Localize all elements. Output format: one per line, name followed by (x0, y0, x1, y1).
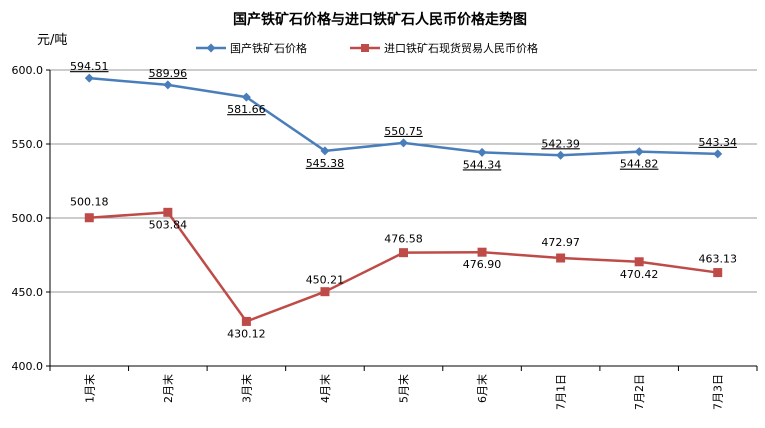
data-point (399, 248, 408, 258)
data-point (84, 213, 94, 223)
data-label: 476.90 (463, 258, 502, 271)
data-point (399, 138, 408, 148)
data-point (713, 268, 723, 278)
legend-marker-import (361, 44, 369, 52)
data-point (634, 257, 644, 267)
data-label: 545.38 (306, 157, 345, 170)
data-point (163, 80, 173, 90)
legend-marker-domestic (206, 43, 216, 53)
data-label: 550.75 (384, 125, 423, 138)
data-point (477, 147, 487, 157)
data-label: 544.82 (620, 158, 659, 171)
x-axis: 1月末 2月末 3月末 4月末 5月末 6月末 7月1日 7月2日 7月3日 (49, 70, 758, 410)
data-label: 470.42 (620, 268, 659, 281)
legend-label-import: 进口铁矿石现货贸易人民币价格 (384, 41, 538, 55)
data-labels: 594.51 589.96 581.66 545.38 550.75 544.34 542.… (70, 60, 737, 340)
data-point (241, 316, 251, 326)
x-tick-label: 5月末 (397, 374, 411, 403)
data-point (320, 287, 330, 297)
data-label: 544.34 (463, 158, 502, 171)
data-point (241, 92, 251, 102)
gridlines (50, 69, 757, 293)
y-axis-unit: 元/吨 (37, 33, 67, 48)
x-tick-label: 3月末 (239, 374, 253, 403)
data-point (163, 207, 173, 217)
x-tick-label: 7月2日 (633, 374, 646, 410)
data-label: 594.51 (70, 60, 109, 73)
data-label: 500.18 (70, 196, 109, 209)
data-label: 543.34 (698, 136, 737, 149)
y-tick-label: 500.0 (12, 212, 44, 225)
data-point (556, 150, 566, 160)
data-label: 472.97 (541, 236, 580, 249)
chart-title: 国产铁矿石价格与进口铁矿石人民币价格走势图 (233, 11, 527, 28)
data-label: 503.84 (149, 218, 188, 231)
data-label: 463.13 (698, 253, 737, 266)
data-label: 542.39 (541, 137, 580, 150)
legend: 国产铁矿石价格 进口铁矿石现货贸易人民币价格 (196, 41, 538, 55)
data-label: 589.96 (149, 67, 188, 80)
data-label: 430.12 (227, 327, 266, 340)
data-point (634, 147, 644, 157)
data-label: 476.58 (384, 233, 423, 246)
data-label: 581.66 (227, 103, 266, 116)
y-axis-ticks: 600.0 550.0 500.0 450.0 400.0 (12, 64, 50, 373)
x-tick-label: 1月末 (82, 374, 96, 403)
series-layer (84, 73, 723, 326)
data-point (477, 247, 487, 257)
x-tick-label: 6月末 (475, 374, 489, 403)
y-tick-label: 400.0 (12, 360, 44, 373)
x-tick-label: 2月末 (161, 374, 175, 403)
x-tick-label: 4月末 (318, 374, 332, 403)
x-tick-label: 7月3日 (712, 374, 725, 410)
legend-label-domestic: 国产铁矿石价格 (230, 41, 307, 55)
y-tick-label: 600.0 (12, 64, 44, 77)
data-point (84, 73, 94, 83)
y-tick-label: 450.0 (12, 286, 44, 299)
data-point (556, 253, 566, 263)
y-tick-label: 550.0 (12, 138, 44, 151)
data-point (320, 146, 330, 156)
data-label: 450.21 (306, 274, 345, 287)
x-tick-label: 7月1日 (555, 374, 568, 410)
data-point (713, 149, 723, 159)
